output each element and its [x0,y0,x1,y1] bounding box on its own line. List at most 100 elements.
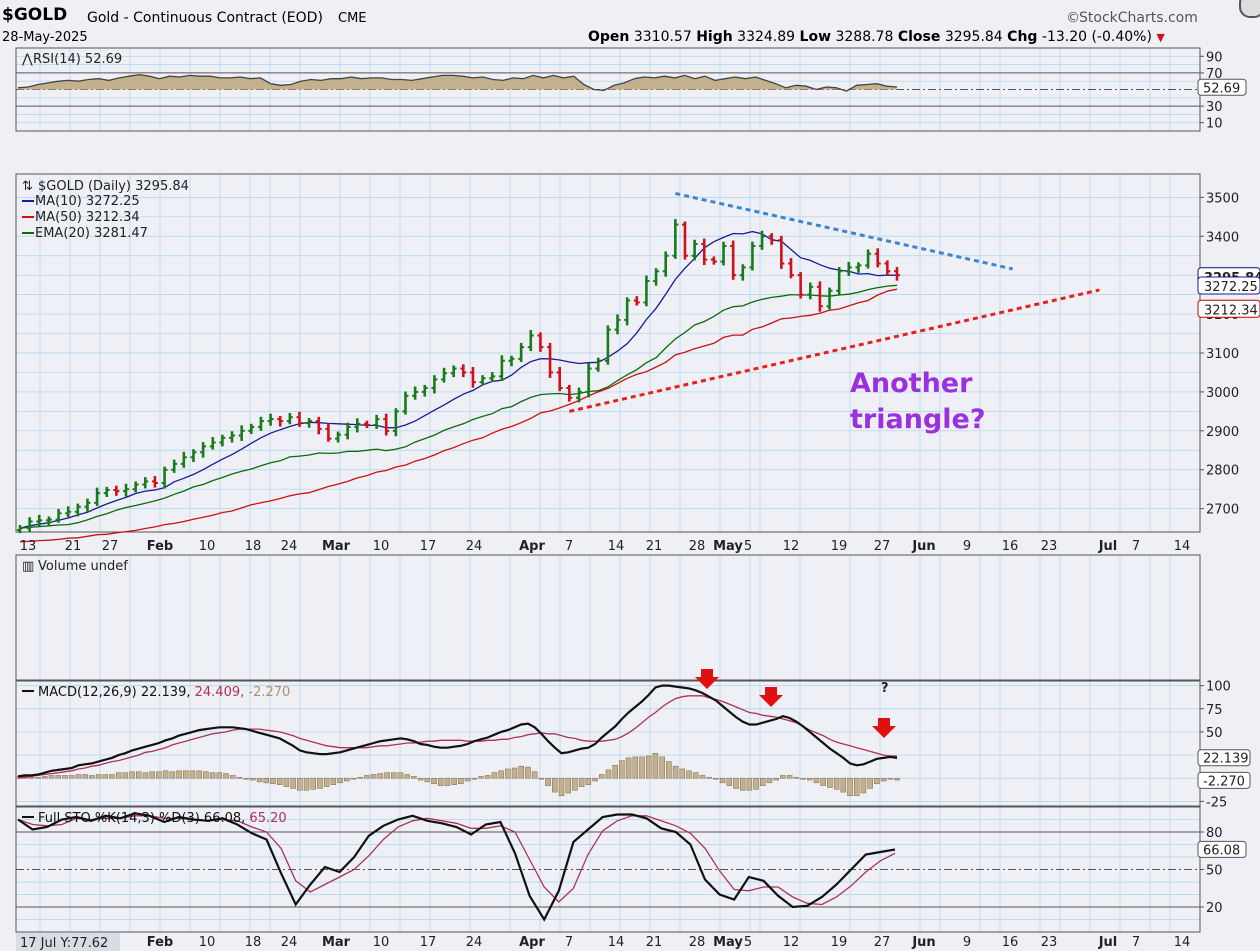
macd-histogram-bar [303,777,310,791]
macd-ytick-label: 50 [1206,726,1223,741]
macd-title-part: 24.409, [195,685,249,700]
price-bar [633,296,640,306]
macd-histogram-bar [68,775,75,779]
x-axis-label: 7 [565,539,573,554]
macd-histogram-bar [833,777,840,790]
ticks-layer: 3500340033003200310030002900280027009070… [20,50,1239,950]
sto-title-text: Full STO %K(14,3) %D(3) 66.08, 65.20 [38,811,287,826]
price-bar [797,272,804,299]
price-bar [190,449,197,462]
macd-histogram-bar [625,757,632,779]
x-axis-label: 27 [874,539,891,554]
x-axis-label: 17 [420,539,437,554]
price-bar [142,477,149,489]
price-bar [132,481,139,493]
price-ytick-label: 3100 [1206,347,1239,362]
macd-histogram-bar [639,756,645,779]
x-axis-label: 13 [20,539,37,554]
price-bar [845,261,852,276]
x-axis-bottom-label: May [713,935,743,950]
x-axis-bottom-label: Jul [1098,935,1118,950]
price-bar [489,372,496,383]
price-bar [373,414,380,429]
trendline-resistance [675,191,1013,271]
macd-histogram-bar [605,769,612,779]
macd-title-part: MACD(12,26,9) 22.139, [38,685,195,700]
low-label: Low [799,29,832,45]
close-value: 3295.84 [944,29,1003,45]
rsi-ytick-label: 10 [1206,117,1223,132]
price-bar [161,466,168,489]
price-bar [556,367,563,392]
macd-histogram-bar [713,777,719,780]
macd-title: MACD(12,26,9) 22.139, 24.409, -2.270 [22,685,290,700]
price-bar [653,268,660,286]
macd-histogram-bar [196,770,202,779]
macd-histogram-bar [109,774,115,779]
price-bar [537,332,544,352]
macd-histogram-bar [283,777,290,787]
macd-histogram-bar [793,777,800,779]
price-bar [479,375,486,386]
price-bar [585,363,592,398]
x-axis-label: 12 [783,539,800,554]
x-axis-bottom-label: 7 [1132,935,1140,950]
price-bar [402,391,409,415]
macd-histogram-bar [317,777,323,789]
price-bar [614,314,621,335]
x-axis-bottom-label: 23 [1041,935,1058,950]
price-bar [498,355,505,382]
price-bar [248,423,255,434]
corner-note-box [16,933,120,951]
value-tag-text: 3272.25 [1204,280,1258,295]
price-bar [306,417,313,428]
x-axis-bottom-label: 14 [1174,935,1191,950]
macd-histogram-bar [250,777,256,781]
price-bar [836,267,843,295]
macd-histogram-bar [216,772,223,779]
macd-histogram-bar [28,777,35,779]
x-axis-bottom-label: Jun [911,935,935,950]
price-bar [151,475,158,488]
price-ytick-label: 3000 [1206,386,1239,401]
x-axis-bottom-label: 24 [466,935,483,950]
macd-histogram-bar [699,775,706,779]
price-title: $GOLD (Daily) 3295.84 [38,179,189,194]
macd-histogram-bar [552,777,558,793]
macd-histogram-bar [229,775,236,779]
price-bar [65,506,72,518]
ma-line-ema20 [19,284,898,529]
macd-histogram-bar [357,777,363,779]
price-bar [94,487,101,506]
chart-header: $GOLD Gold - Continuous Contract (EOD) C… [0,0,1260,46]
price-bar [749,241,756,271]
value-tag-box [1197,771,1251,789]
sto-ytick-label: 50 [1206,864,1223,879]
value-tag-text: 66.08 [1203,843,1240,858]
price-bar [113,485,120,496]
macd-histogram-bar [297,777,303,791]
price-ytick-label: 2700 [1206,503,1239,518]
x-axis-label: Jul [1098,539,1118,554]
x-axis-label: 7 [1132,539,1140,554]
rsi-overbought-fill [18,74,897,90]
settings-icon[interactable] [1239,0,1260,18]
macd-histogram-bar [760,777,766,786]
x-axis-bottom-label: 14 [608,935,625,950]
rsi-title: RSI(14) 52.69 [33,52,122,67]
x-axis-label: 18 [245,539,262,554]
instrument-name: Gold - Continuous Contract (EOD) [87,10,323,26]
price-bar [315,416,322,435]
rsi-value-tag: 52.69 [1197,78,1247,96]
macd-ytick-label: 100 [1206,680,1231,695]
macd-histogram-bar [525,766,531,779]
price-bar [383,413,390,436]
chart-date: 28-May-2025 [2,30,88,45]
x-axis-label: 28 [689,539,706,554]
x-axis-bottom-label: Feb [147,935,173,950]
macd-histogram-bar [652,752,659,779]
macd-histogram-bar [786,775,793,779]
macd-histogram-bar [545,777,551,786]
